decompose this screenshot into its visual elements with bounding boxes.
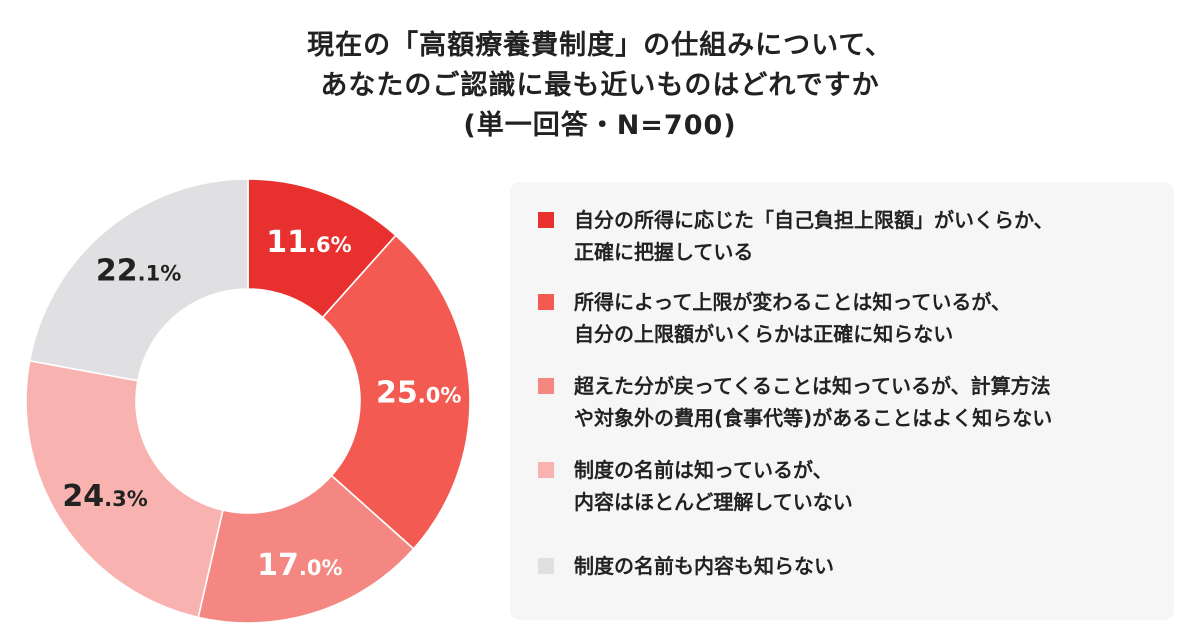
donut-slice-4 [25,359,224,619]
legend-label-2-line-1: 所得によって上限が変わることは知っているが、 [574,290,1011,314]
legend-item-1: 自分の所得に応じた「自己負担上限額」がいくらか、 正確に把握している [538,204,1158,268]
donut-slice-label-4: 24.3% [62,479,147,514]
legend-item-4: 制度の名前は知っているが、 内容はほとんど理解していない [538,454,1158,518]
legend-swatch-3 [538,378,554,394]
donut-chart-svg: 11.6% 25.0% 17.0% 24.3% 22.1% [25,178,471,624]
donut-slice-label-3: 17.0% [257,548,342,583]
donut-slice-3 [197,474,415,624]
legend-item-2: 所得によって上限が変わることは知っているが、 自分の上限額がいくらかは正確に知らな… [538,286,1158,350]
donut-slice-label-5: 22.1% [96,254,181,289]
legend-item-5: 制度の名前も内容も知らない [538,550,1158,582]
donut-chart: 11.6% 25.0% 17.0% 24.3% 22.1% [20,175,480,630]
legend-label-3-line-1: 超えた分が戻ってくることは知っているが、計算方法 [574,374,1051,398]
legend-label-1-line-1: 自分の所得に応じた「自己負担上限額」がいくらか、 [574,208,1054,232]
donut-slice-label-2: 25.0% [376,375,461,410]
donut-slice-label-1: 11.6% [266,225,351,260]
chart-title-line-2: あなたのご認識に最も近いものはどれですか [320,70,880,101]
legend-swatch-2 [538,294,554,310]
legend: 自分の所得に応じた「自己負担上限額」がいくらか、 正確に把握している 所得によって上… [510,182,1174,620]
legend-label-4-line-1: 制度の名前は知っているが、 [574,458,833,482]
chart-title-line-1: 現在の「高額療養費制度」の仕組みについて、 [307,30,893,61]
legend-label-1-line-2: 正確に把握している [574,240,754,264]
legend-label-2: 所得によって上限が変わることは知っているが、 自分の上限額がいくらかは正確に知らな… [574,286,1011,350]
legend-swatch-4 [538,462,554,478]
legend-label-4: 制度の名前は知っているが、 内容はほとんど理解していない [574,454,853,518]
legend-swatch-5 [538,558,554,574]
chart-title: 現在の「高額療養費制度」の仕組みについて、 あなたのご認識に最も近いものはどれで… [0,26,1200,146]
donut-slice-2 [321,234,471,550]
legend-label-5-line-1: 制度の名前も内容も知らない [574,554,834,578]
chart-title-line-3: (単一回答・N=700) [463,110,737,141]
legend-swatch-1 [538,212,554,228]
legend-label-4-line-2: 内容はほとんど理解していない [574,490,853,514]
legend-label-3: 超えた分が戻ってくることは知っているが、計算方法 や対象外の費用(食事代等)がある… [574,370,1052,434]
legend-label-5: 制度の名前も内容も知らない [574,550,834,582]
donut-slice-5 [28,178,249,382]
legend-label-3-line-2: や対象外の費用(食事代等)があることはよく知らない [574,406,1053,430]
legend-label-1: 自分の所得に応じた「自己負担上限額」がいくらか、 正確に把握している [574,204,1054,268]
legend-item-3: 超えた分が戻ってくることは知っているが、計算方法 や対象外の費用(食事代等)がある… [538,370,1158,434]
legend-label-2-line-2: 自分の上限額がいくらかは正確に知らない [574,322,954,346]
